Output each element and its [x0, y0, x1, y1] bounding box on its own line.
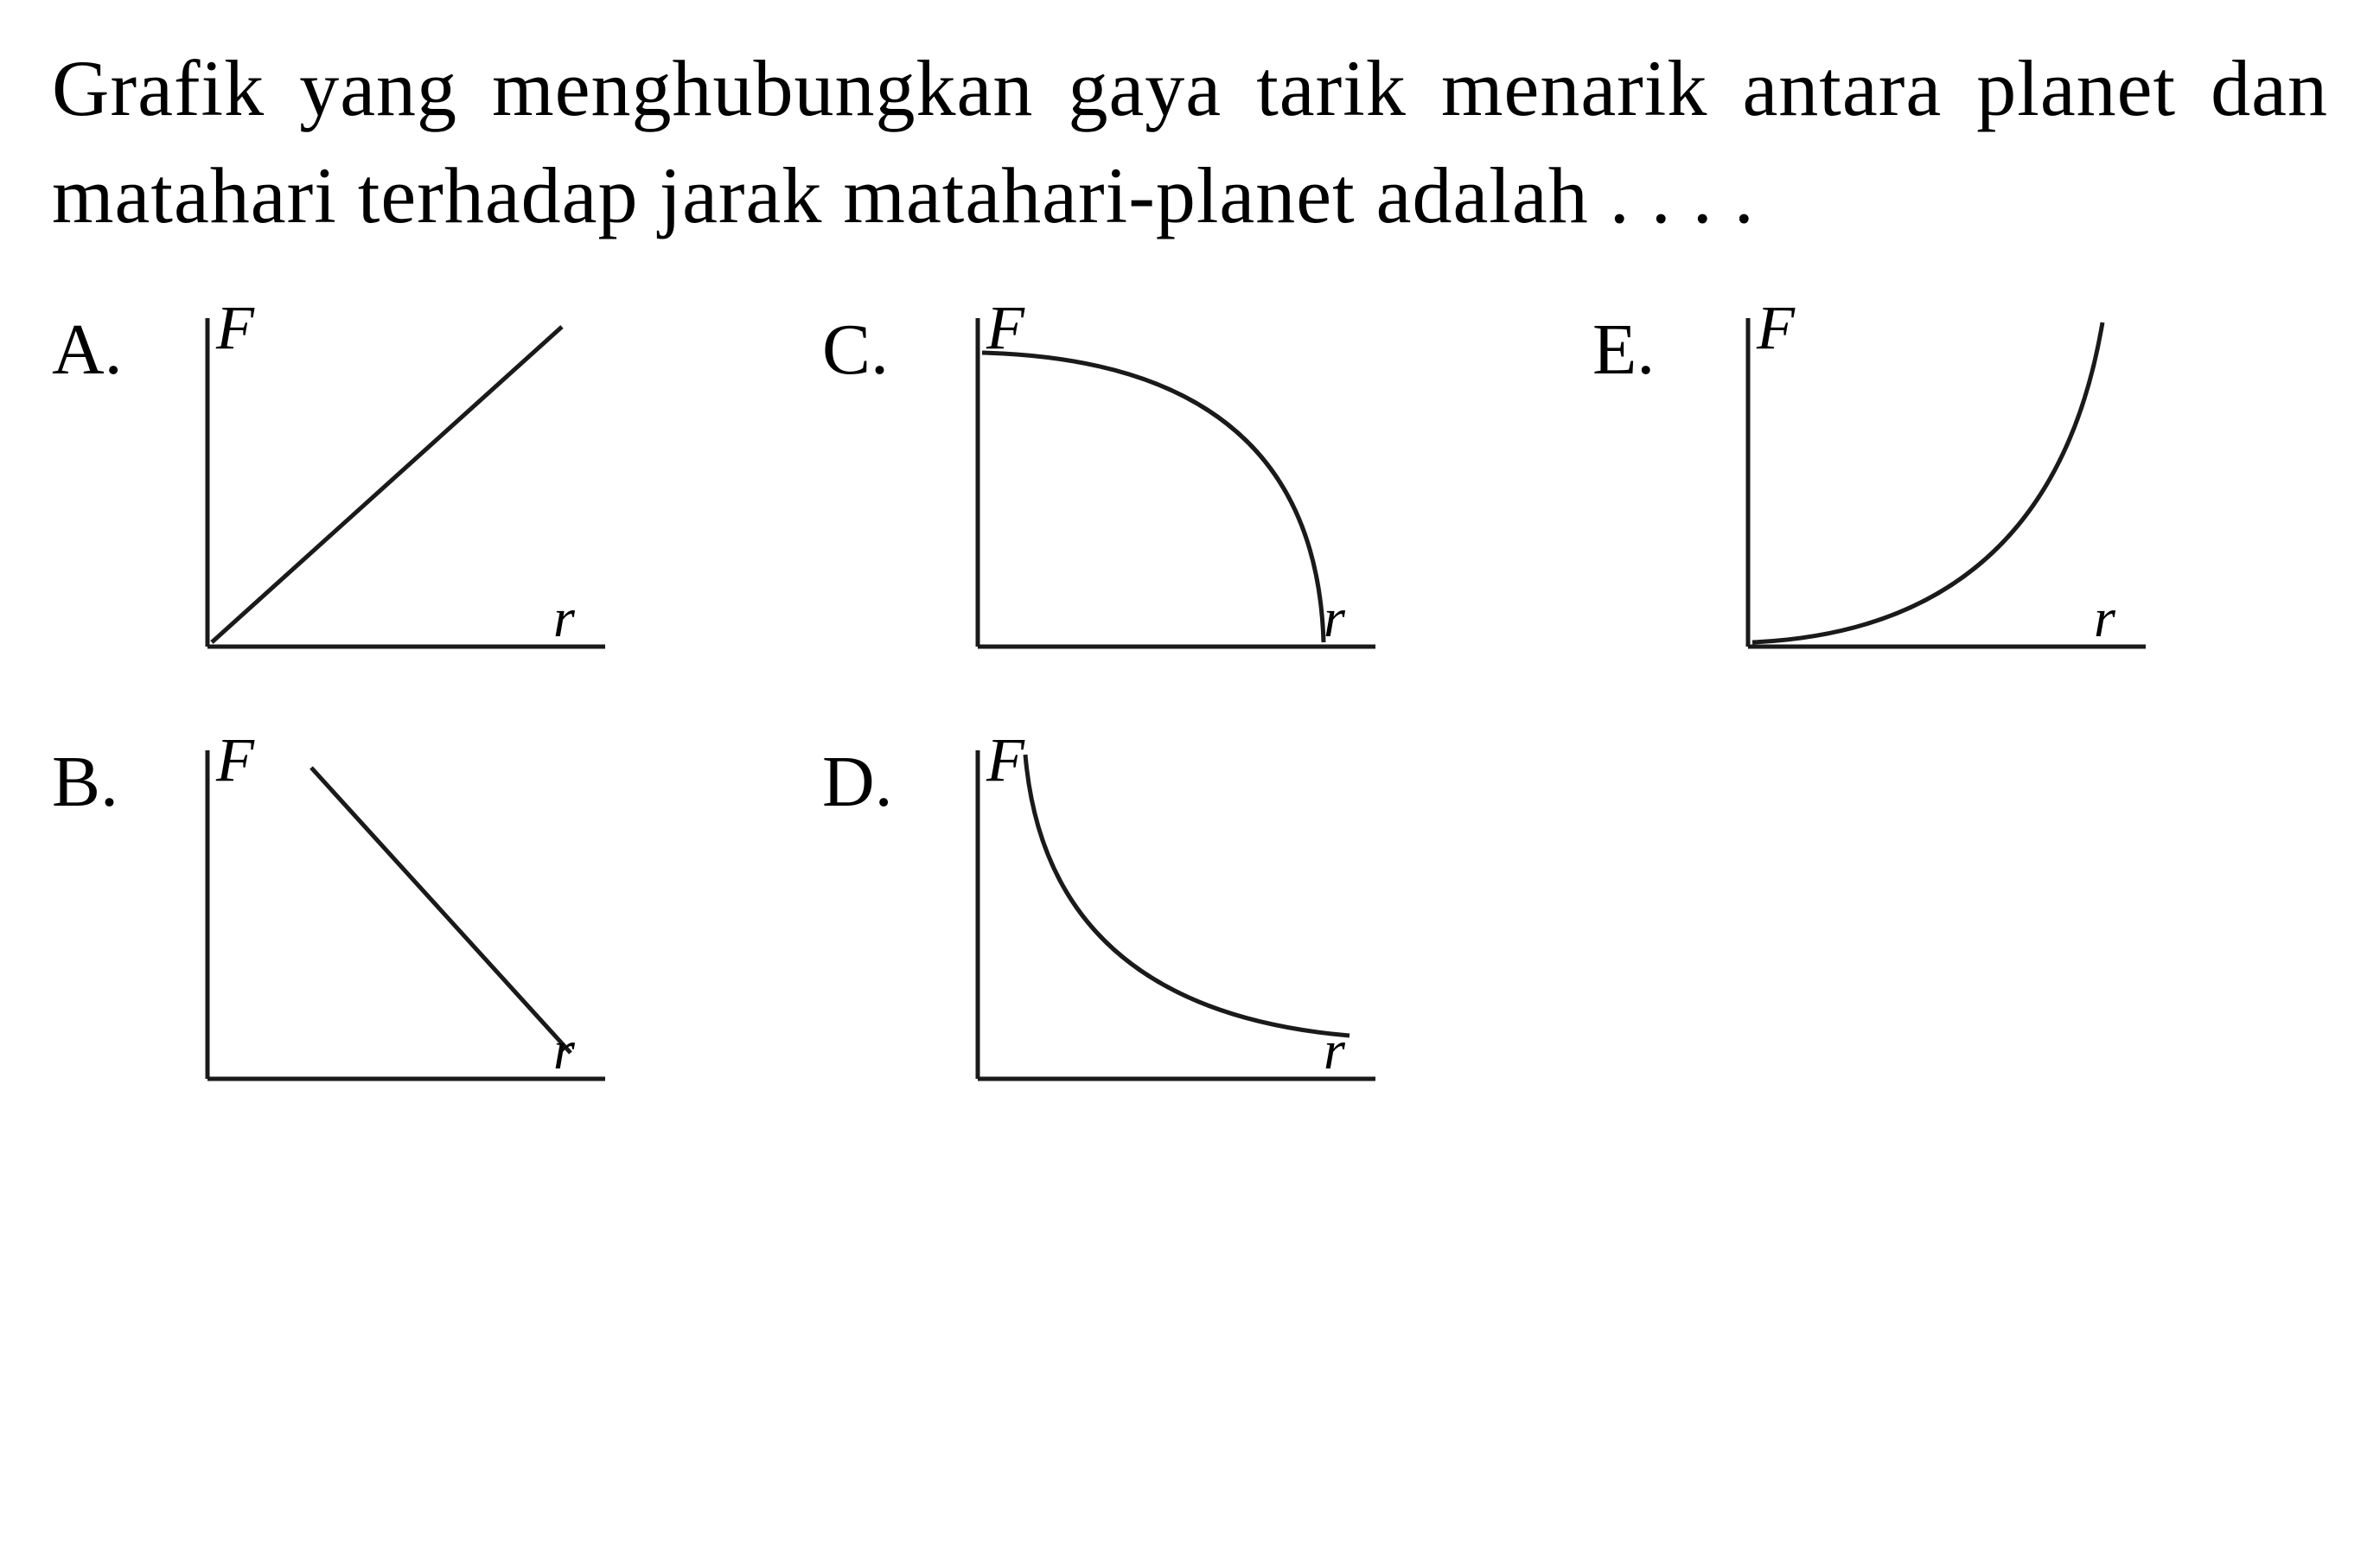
- option-label: C.: [822, 301, 917, 392]
- option-label: D.: [822, 733, 917, 824]
- option-d: D.Fr: [822, 733, 1558, 1113]
- chart-inverse-square-hyperbola: Fr: [935, 733, 1384, 1113]
- option-label: E.: [1592, 301, 1688, 392]
- data-curve: [311, 768, 571, 1053]
- y-axis-label: F: [216, 724, 254, 796]
- question-text: Grafik yang menghubungkan gaya tarik men…: [52, 35, 2328, 249]
- x-axis-label: r: [553, 586, 575, 650]
- x-axis-label: r: [1324, 1018, 1345, 1082]
- chart-linear-decreasing: Fr: [164, 733, 614, 1113]
- x-axis-label: r: [2094, 586, 2115, 650]
- x-axis-label: r: [553, 1018, 575, 1082]
- data-curve: [212, 327, 562, 642]
- data-curve: [1025, 755, 1350, 1036]
- option-label: B.: [52, 733, 147, 824]
- options-grid: A.FrB.FrC.FrD.FrE.Fr: [52, 301, 2328, 1113]
- chart-linear-increasing: Fr: [164, 301, 614, 681]
- y-axis-label: F: [216, 292, 254, 364]
- option-e: E.Fr: [1592, 301, 2328, 681]
- option-c: C.Fr: [822, 301, 1558, 681]
- data-curve: [982, 353, 1324, 642]
- y-axis-label: F: [986, 292, 1024, 364]
- y-axis-label: F: [1757, 292, 1795, 364]
- option-b: B.Fr: [52, 733, 788, 1113]
- y-axis-label: F: [986, 724, 1024, 796]
- data-curve: [1752, 322, 2102, 642]
- x-axis-label: r: [1324, 586, 1345, 650]
- chart-concave-decreasing-quarter-circle: Fr: [935, 301, 1384, 681]
- chart-exponential-increasing: Fr: [1705, 301, 2154, 681]
- option-label: A.: [52, 301, 147, 392]
- option-a: A.Fr: [52, 301, 788, 681]
